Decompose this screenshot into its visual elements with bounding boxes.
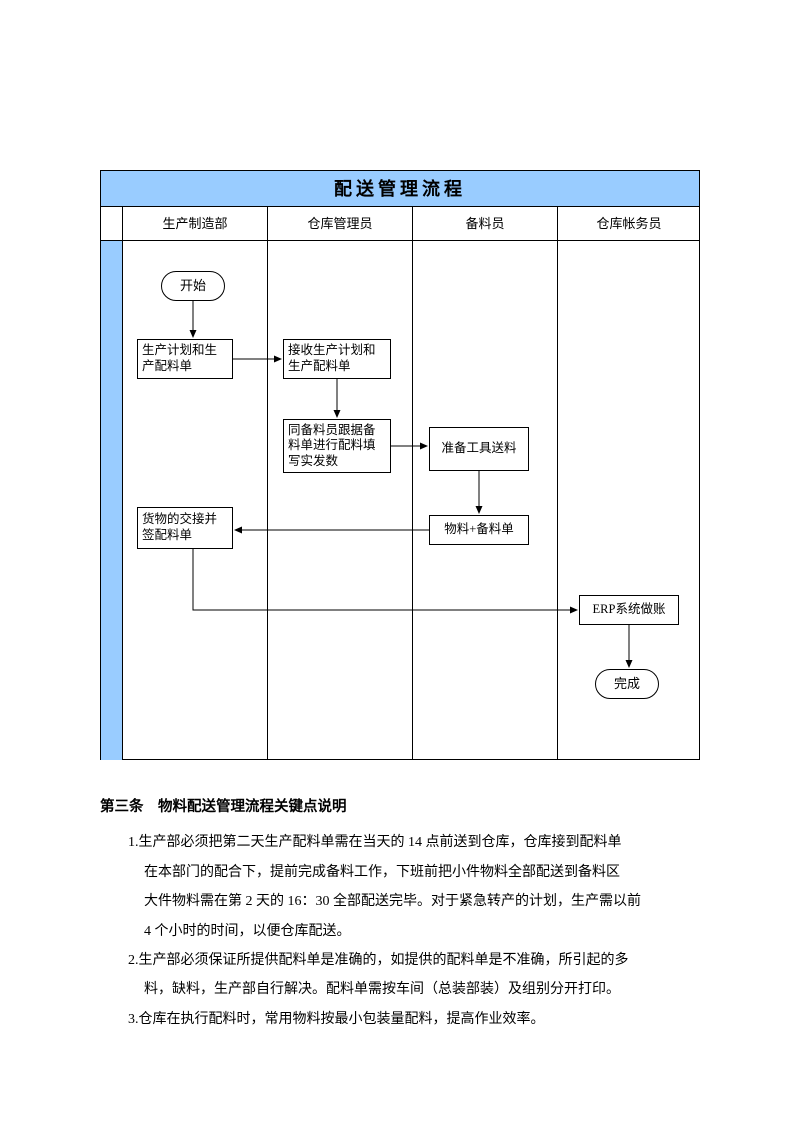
item-1-line-1: 1.生产部必须把第二天生产配料单需在当天的 14 点前送到仓库，仓库接到配料单	[100, 828, 710, 857]
item-1-line-3: 大件物料需在第 2 天的 16：30 全部配送完毕。对于紧急转产的计划，生产需以…	[100, 887, 710, 916]
item-3-line-1: 3.仓库在执行配料时，常用物料按最小包装量配料，提高作业效率。	[100, 1005, 710, 1034]
item-2-num: 2.	[128, 953, 139, 968]
node-end: 完成	[595, 669, 659, 699]
section-heading: 第三条 物料配送管理流程关键点说明	[100, 792, 710, 822]
node-prepare: 准备工具送料	[429, 427, 529, 471]
lane-header-4: 仓库帐务员	[558, 207, 700, 241]
lane-body-1	[123, 241, 268, 760]
item-2-line-1: 2.生产部必须保证所提供配料单是准确的，如提供的配料单是不准确，所引起的多	[100, 946, 710, 975]
item-2-line-2: 料，缺料，生产部自行解决。配料单需按车间（总装部装）及组别分开打印。	[100, 975, 710, 1004]
item-1-line-4: 4 个小时的时间，以便仓库配送。	[100, 917, 710, 946]
item-2-text-1: 生产部必须保证所提供配料单是准确的，如提供的配料单是不准确，所引起的多	[139, 953, 629, 968]
node-erp: ERP系统做账	[579, 595, 679, 625]
lane-header-3: 备料员	[413, 207, 558, 241]
node-start: 开始	[161, 271, 225, 301]
node-plan: 生产计划和生产配料单	[137, 339, 233, 379]
item-1-line-2: 在本部门的配合下，提前完成备料工作，下班前把小件物料全部配送到备料区	[100, 858, 710, 887]
node-material: 物料+备料单	[429, 515, 529, 545]
lane-header-2: 仓库管理员	[268, 207, 413, 241]
node-receive: 接收生产计划和生产配料单	[283, 339, 391, 379]
lane-body-2	[268, 241, 413, 760]
lane-header-1: 生产制造部	[123, 207, 268, 241]
text-section: 第三条 物料配送管理流程关键点说明 1.生产部必须把第二天生产配料单需在当天的 …	[100, 792, 710, 1034]
flowchart-container: 配送管理流程 生产制造部 仓库管理员 备料员 仓库帐务员 开始 生产计划和生产配…	[100, 170, 700, 760]
lane-body-3	[413, 241, 558, 760]
node-handover: 货物的交接并签配料单	[137, 507, 233, 549]
left-band-top	[101, 207, 123, 241]
flowchart-title: 配送管理流程	[101, 171, 699, 207]
item-3-text-1: 仓库在执行配料时，常用物料按最小包装量配料，提高作业效率。	[139, 1012, 545, 1027]
page: 配送管理流程 生产制造部 仓库管理员 备料员 仓库帐务员 开始 生产计划和生产配…	[0, 0, 800, 1132]
item-1-text-1: 生产部必须把第二天生产配料单需在当天的 14 点前送到仓库，仓库接到配料单	[139, 835, 622, 850]
item-1-num: 1.	[128, 835, 139, 850]
left-band-blue	[101, 241, 123, 760]
item-3-num: 3.	[128, 1012, 139, 1027]
node-fill: 同备料员跟据备料单进行配料填写实发数	[283, 419, 391, 473]
